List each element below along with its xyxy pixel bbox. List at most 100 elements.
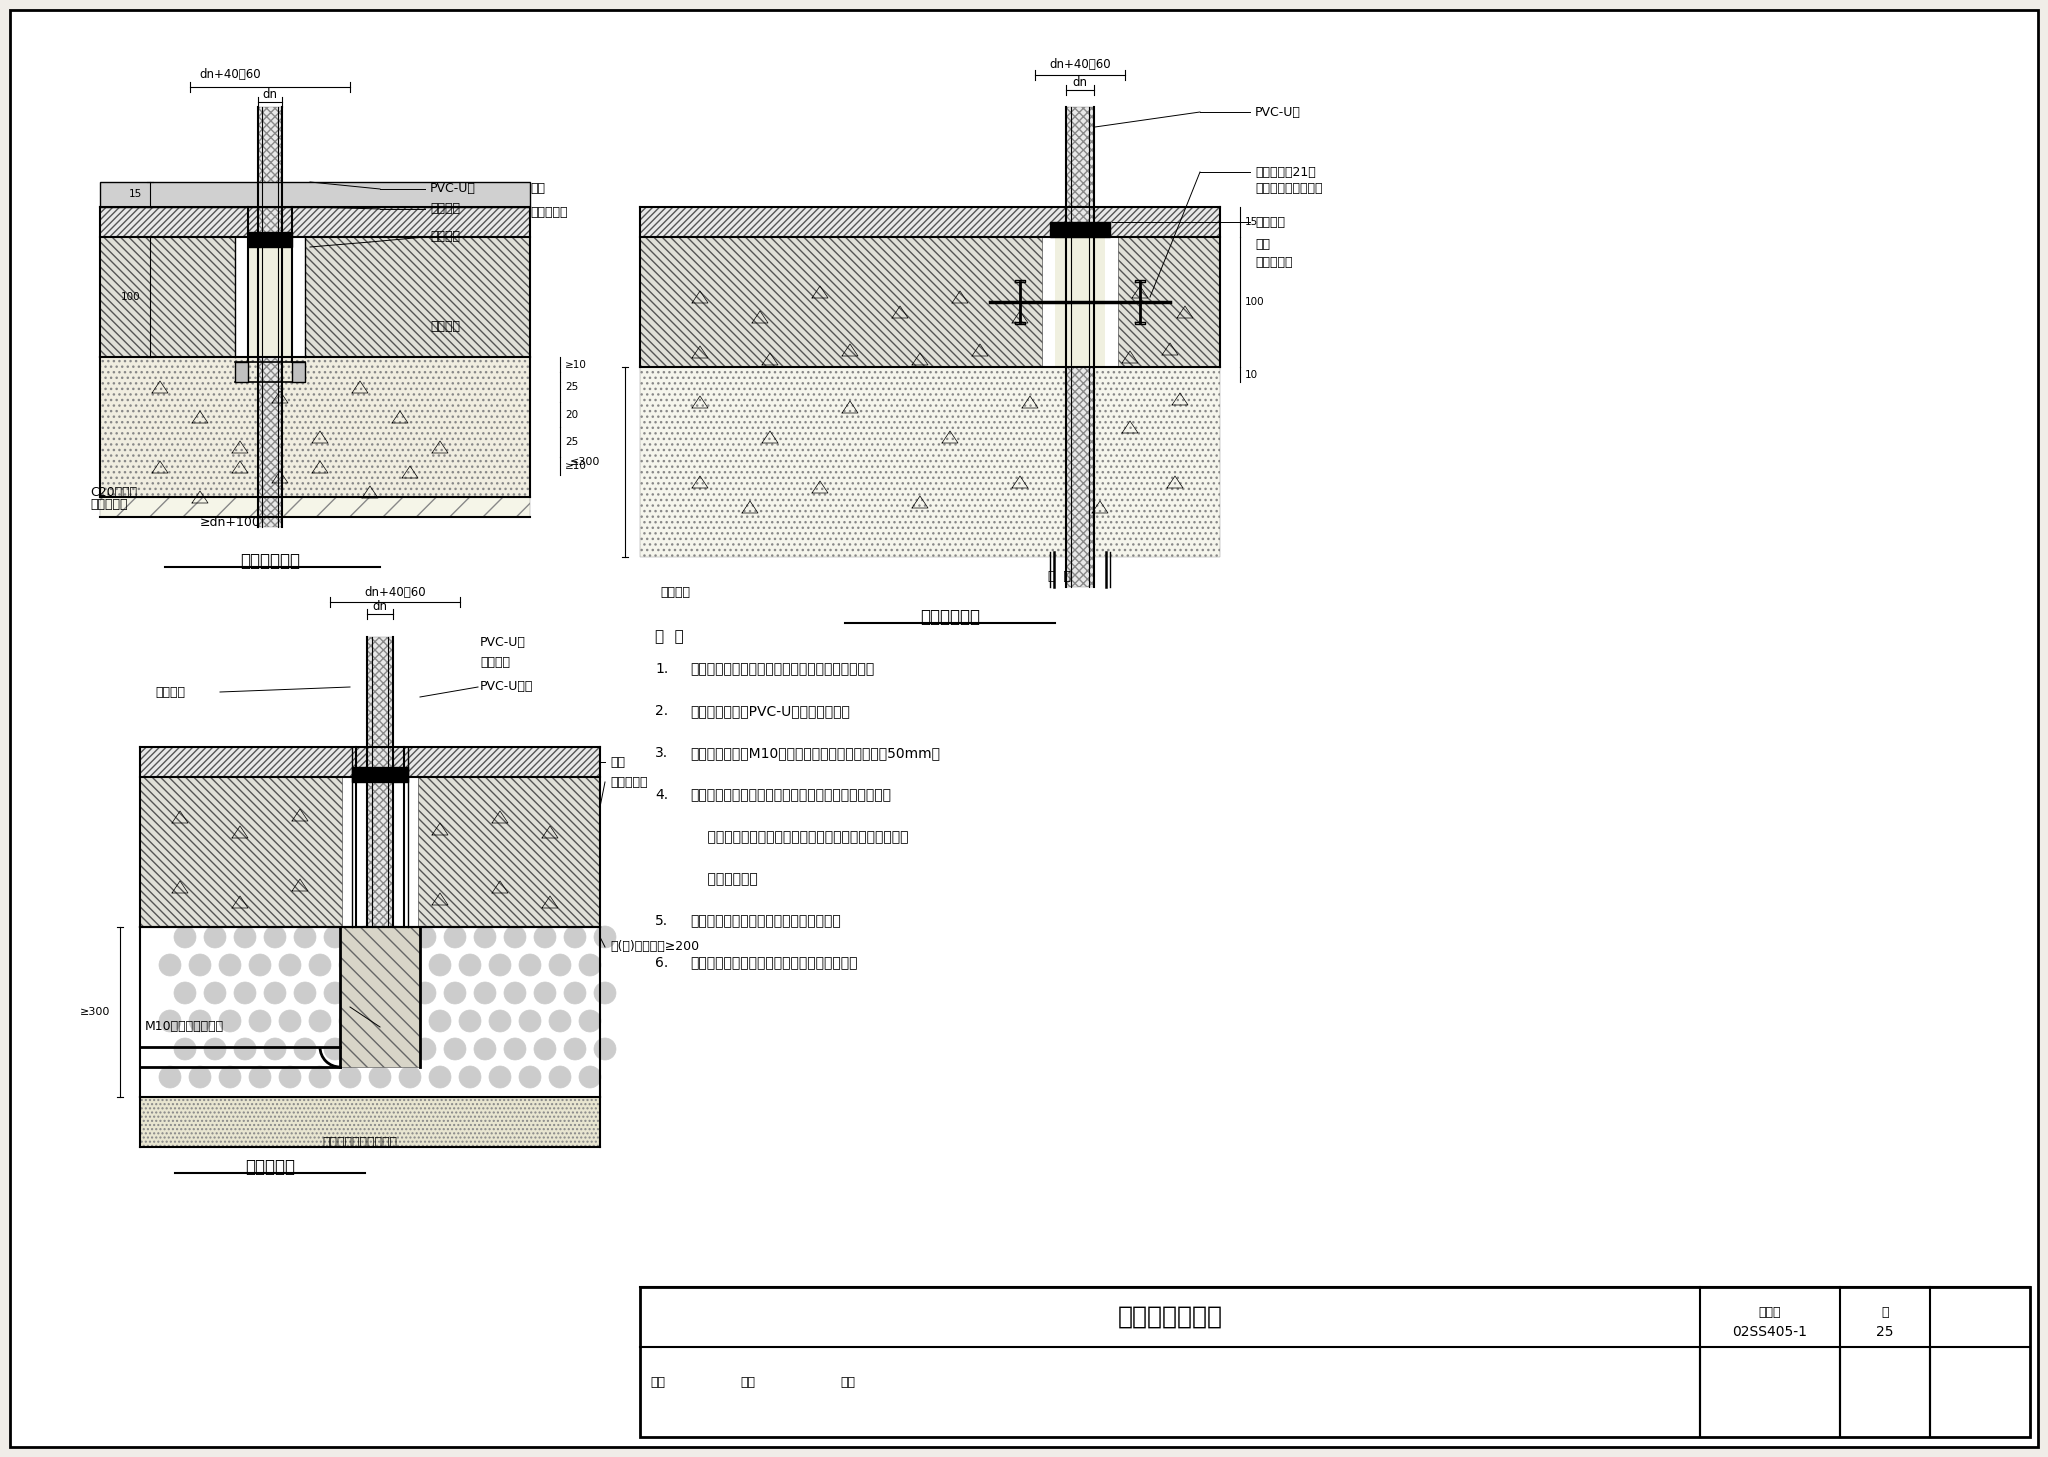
Circle shape <box>324 1037 346 1061</box>
Circle shape <box>535 927 555 949</box>
Bar <box>250 237 291 357</box>
Circle shape <box>264 1037 287 1061</box>
Bar <box>100 182 530 207</box>
Circle shape <box>414 927 436 949</box>
Text: 100: 100 <box>1245 297 1264 307</box>
Circle shape <box>385 982 406 1004</box>
Text: 15: 15 <box>129 189 141 200</box>
Bar <box>418 777 600 927</box>
Text: 固定支架见21页: 固定支架见21页 <box>1255 166 1315 179</box>
Text: ≥dn+100: ≥dn+100 <box>201 516 260 529</box>
Text: M10水泥砂浆包覆层: M10水泥砂浆包覆层 <box>145 1020 223 1033</box>
Circle shape <box>295 982 315 1004</box>
Circle shape <box>580 954 600 976</box>
Circle shape <box>580 1010 600 1032</box>
Circle shape <box>473 927 496 949</box>
Bar <box>139 777 342 927</box>
Circle shape <box>518 954 541 976</box>
Text: 面层: 面层 <box>610 756 625 768</box>
Bar <box>100 237 236 357</box>
Circle shape <box>205 1037 225 1061</box>
Circle shape <box>444 982 467 1004</box>
Bar <box>639 367 1221 557</box>
Bar <box>293 361 305 382</box>
Circle shape <box>188 1067 211 1088</box>
Text: PVC-U管: PVC-U管 <box>430 182 475 195</box>
Text: 柔性填料: 柔性填料 <box>156 685 184 698</box>
Circle shape <box>369 1067 391 1088</box>
Text: 25: 25 <box>565 437 578 447</box>
Circle shape <box>279 1010 301 1032</box>
Circle shape <box>160 1010 180 1032</box>
Circle shape <box>504 982 526 1004</box>
Circle shape <box>219 1067 242 1088</box>
Circle shape <box>518 1010 541 1032</box>
Text: （也可设于楼板下）: （也可设于楼板下） <box>1255 182 1323 195</box>
Circle shape <box>354 1037 377 1061</box>
Text: 室内埋地管道的M10水泥砂浆包覆层厚度不得小于50mm。: 室内埋地管道的M10水泥砂浆包覆层厚度不得小于50mm。 <box>690 746 940 761</box>
Circle shape <box>354 927 377 949</box>
Circle shape <box>549 1067 571 1088</box>
Circle shape <box>563 1037 586 1061</box>
Circle shape <box>580 1067 600 1088</box>
Text: 穿室内地面: 穿室内地面 <box>246 1158 295 1176</box>
Text: dn+40～60: dn+40～60 <box>365 586 426 599</box>
Circle shape <box>549 954 571 976</box>
Circle shape <box>385 927 406 949</box>
Text: 粘接套管: 粘接套管 <box>430 321 461 334</box>
Text: dn: dn <box>262 89 276 102</box>
Text: 图集号: 图集号 <box>1759 1305 1782 1319</box>
Circle shape <box>399 1067 422 1088</box>
Text: 2.: 2. <box>655 704 668 718</box>
Circle shape <box>369 1010 391 1032</box>
Circle shape <box>549 1010 571 1032</box>
Circle shape <box>489 954 512 976</box>
Circle shape <box>369 954 391 976</box>
Circle shape <box>414 982 436 1004</box>
Text: 设计: 设计 <box>840 1375 854 1389</box>
Text: C20细石砼: C20细石砼 <box>90 485 137 498</box>
Circle shape <box>264 982 287 1004</box>
Bar <box>1051 221 1110 237</box>
Circle shape <box>233 982 256 1004</box>
Text: 5.: 5. <box>655 914 668 928</box>
Circle shape <box>309 954 332 976</box>
Circle shape <box>459 954 481 976</box>
Circle shape <box>160 1067 180 1088</box>
Text: 1.: 1. <box>655 661 668 676</box>
Text: 面层: 面层 <box>1255 239 1270 252</box>
Text: ≥10: ≥10 <box>565 360 588 370</box>
Circle shape <box>324 927 346 949</box>
Text: 管道穿地、楼面: 管道穿地、楼面 <box>1118 1305 1223 1329</box>
Bar <box>352 766 408 782</box>
Text: 100: 100 <box>121 291 139 302</box>
Circle shape <box>174 982 197 1004</box>
Circle shape <box>489 1010 512 1032</box>
Text: 后错缝粘接在立管外壁，形成粘接套管。粘接套管外壁: 后错缝粘接在立管外壁，形成粘接套管。粘接套管外壁 <box>690 830 909 844</box>
Text: 15: 15 <box>1245 217 1257 227</box>
Circle shape <box>174 927 197 949</box>
Text: 4.: 4. <box>655 788 668 801</box>
Circle shape <box>188 954 211 976</box>
Circle shape <box>444 1037 467 1061</box>
Circle shape <box>295 927 315 949</box>
Circle shape <box>385 1037 406 1061</box>
Circle shape <box>489 1067 512 1088</box>
Bar <box>1118 237 1221 367</box>
Text: 分二次捣实: 分二次捣实 <box>90 498 127 511</box>
Bar <box>367 637 393 927</box>
Text: ≥300: ≥300 <box>80 1007 111 1017</box>
Circle shape <box>399 954 422 976</box>
Circle shape <box>504 927 526 949</box>
Circle shape <box>188 1010 211 1032</box>
Circle shape <box>414 1037 436 1061</box>
Bar <box>248 232 293 248</box>
Bar <box>258 106 283 527</box>
Text: 钢筋砼楼面: 钢筋砼楼面 <box>530 205 567 219</box>
Circle shape <box>264 927 287 949</box>
Circle shape <box>444 927 467 949</box>
Bar <box>340 927 420 1067</box>
Circle shape <box>174 1037 197 1061</box>
Circle shape <box>295 1037 315 1061</box>
Text: dn+40～60: dn+40～60 <box>199 68 260 82</box>
